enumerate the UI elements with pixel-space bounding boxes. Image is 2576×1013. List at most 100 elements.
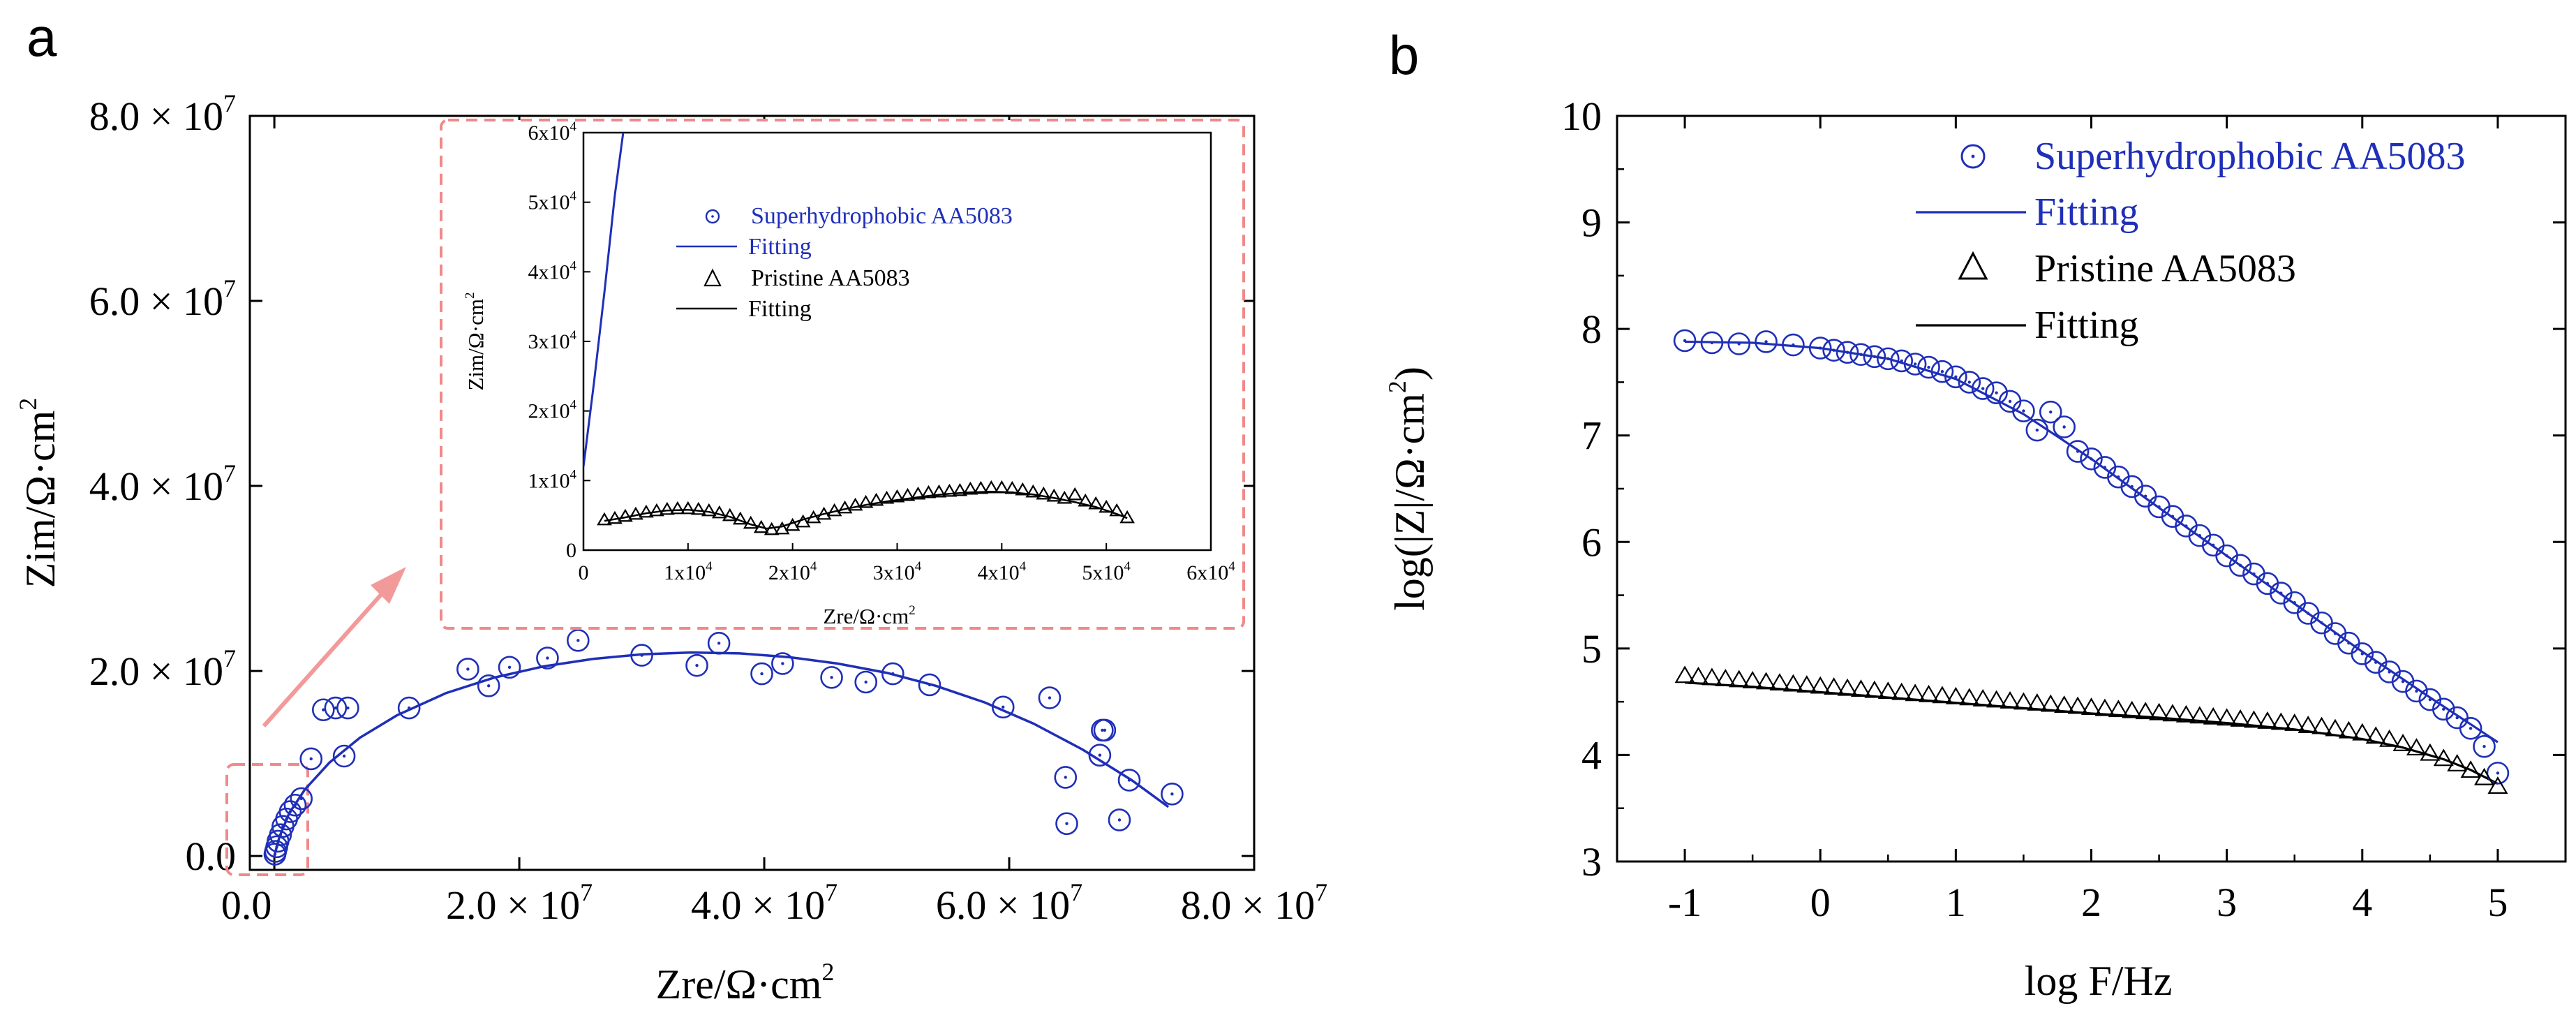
inset-pristine-point xyxy=(847,497,863,511)
pristine-b-point xyxy=(1877,681,1898,700)
superhydrophobic-b-point-dot xyxy=(2143,494,2147,498)
inset-pristine-point xyxy=(826,503,842,517)
superhydrophobic-a-point-dot xyxy=(346,706,350,710)
superhydrophobic-b-point-dot xyxy=(2482,745,2486,748)
inset-x-tick-label: 5x104 xyxy=(1082,559,1131,584)
x-tick-label-b: -1 xyxy=(1668,880,1702,925)
superhydrophobic-b-point-dot xyxy=(2212,543,2215,547)
pristine-b-point xyxy=(1769,673,1790,690)
superhydrophobic-b-point xyxy=(1782,333,1805,357)
superhydrophobic-a-point xyxy=(397,696,421,720)
inset-pristine-point xyxy=(597,512,612,526)
inset-pristine-point xyxy=(858,494,874,508)
superhydrophobic-a-point xyxy=(567,629,590,652)
superhydrophobic-b-point xyxy=(1863,345,1886,369)
superhydrophobic-a-point-dot xyxy=(299,797,303,801)
pristine-b-point xyxy=(2284,713,2305,731)
pristine-b-point xyxy=(1810,676,1831,694)
superhydrophobic-a-point-dot xyxy=(273,852,277,856)
inset-x-tick-label: 0 xyxy=(579,561,589,584)
superhydrophobic-b-point-dot xyxy=(2117,475,2120,479)
inset-pristine-point xyxy=(764,522,780,535)
superhydrophobic-a-point xyxy=(771,652,794,675)
superhydrophobic-b-point-dot xyxy=(1710,341,1714,345)
superhydrophobic-a-point xyxy=(311,698,335,722)
inset-pristine-point xyxy=(784,517,801,531)
superhydrophobic-a-point-dot xyxy=(1101,728,1104,732)
superhydrophobic-a-point-dot xyxy=(466,667,470,671)
superhydrophobic-b-point-dot xyxy=(1819,346,1822,350)
superhydrophobic-a-point-dot xyxy=(1103,728,1107,732)
plot-frame-a xyxy=(248,114,1256,871)
inset-pristine-point xyxy=(816,506,832,520)
inset-pristine-point xyxy=(1067,487,1083,501)
inset-pristine-point xyxy=(774,521,790,535)
inset-legend-label: Fitting xyxy=(748,234,812,260)
superhydrophobic-b-point-dot xyxy=(1927,365,1930,369)
superhydrophobic-b-point xyxy=(2039,400,2062,424)
superhydrophobic-b-point-dot xyxy=(2306,612,2310,615)
superhydrophobic-a-point xyxy=(1055,812,1078,836)
pristine-b-point xyxy=(1837,678,1858,696)
pristine-b-point xyxy=(2433,748,2454,767)
inset-pristine-point xyxy=(795,514,811,528)
superhydrophobic-b-point-dot xyxy=(1995,391,1998,394)
pristine-b-point xyxy=(2122,700,2143,718)
inset-pristine-point xyxy=(743,515,759,529)
superhydrophobic-a-point xyxy=(707,632,731,655)
y-tick-label-b: 8 xyxy=(1581,306,1602,352)
pristine-b-point xyxy=(2365,726,2386,744)
superhydrophobic-b-point-dot xyxy=(2293,601,2296,605)
pristine-b-point xyxy=(1932,686,1953,704)
superhydrophobic-b-point xyxy=(2459,716,2482,740)
superhydrophobic-a-point xyxy=(685,653,708,677)
pristine-b-point xyxy=(2487,776,2508,794)
legend-marker-circle-b xyxy=(1960,144,1986,169)
y-tick-label-b: 3 xyxy=(1581,839,1602,885)
superhydrophobic-a-point xyxy=(991,695,1015,719)
y-tick-label-b: 6 xyxy=(1581,519,1602,565)
superhydrophobic-a-point xyxy=(299,747,323,771)
superhydrophobic-b-point-dot xyxy=(2130,485,2134,489)
legend-marker-triangle-b xyxy=(1958,251,1988,280)
superhydrophobic-b-point xyxy=(1930,360,1954,383)
superhydrophobic-a-point-dot xyxy=(1117,818,1122,822)
pristine-b-point xyxy=(2298,716,2318,733)
pristine-b-point xyxy=(2135,702,2156,720)
zoom-region-box xyxy=(225,763,309,876)
x-tick-label-a: 4.0 × 107 xyxy=(691,878,837,928)
inset-pristine-point xyxy=(1099,499,1115,513)
inset-pristine-point xyxy=(879,490,895,504)
pristine-b-point xyxy=(2460,760,2481,778)
x-tick-label-b: 4 xyxy=(2352,880,2372,925)
superhydrophobic-b-point xyxy=(1700,331,1724,355)
pristine-b-point xyxy=(1742,671,1763,688)
x-axis-title-a: Zre/Ω·cm2 xyxy=(656,958,835,1007)
superhydrophobic-b-point xyxy=(1917,355,1940,379)
pristine-b-point xyxy=(2027,693,2048,711)
inset-pristine-point xyxy=(711,505,727,519)
inset-pristine-point xyxy=(900,487,916,501)
inset-pristine-point xyxy=(941,483,958,497)
x-tick-label-a: 8.0 × 107 xyxy=(1181,878,1327,928)
superhydrophobic-a-point-dot xyxy=(334,706,338,710)
inset-pristine-point xyxy=(680,501,696,515)
superhydrophobic-b-point-dot xyxy=(1900,359,1903,363)
y-axis-title-a: Zim/Ω·cm2 xyxy=(14,398,64,589)
superhydrophobic-b-point-dot xyxy=(2265,582,2270,585)
inset-y-tick-label: 6x104 xyxy=(528,119,577,145)
inset-y-tick-label: 1x104 xyxy=(528,467,577,492)
superhydrophobic-a-point-dot xyxy=(487,684,491,688)
pristine-b-point xyxy=(1715,668,1736,686)
inset-pristine-point xyxy=(868,492,884,506)
superhydrophobic-a-point-dot xyxy=(1098,753,1102,757)
superhydrophobic-b-point-dot xyxy=(1967,380,1971,384)
superhydrophobic-a-point-dot xyxy=(288,810,292,813)
superhydrophobic-b-point-dot xyxy=(2035,428,2039,432)
inset-pristine-point xyxy=(1078,493,1094,507)
superhydrophobic-a-point xyxy=(283,793,307,817)
pristine-b-point xyxy=(2338,720,2359,739)
inset-legend-label: Pristine AA5083 xyxy=(751,265,910,291)
inset-pristine-point xyxy=(639,504,654,518)
superhydrophobic-a-point xyxy=(332,744,356,768)
